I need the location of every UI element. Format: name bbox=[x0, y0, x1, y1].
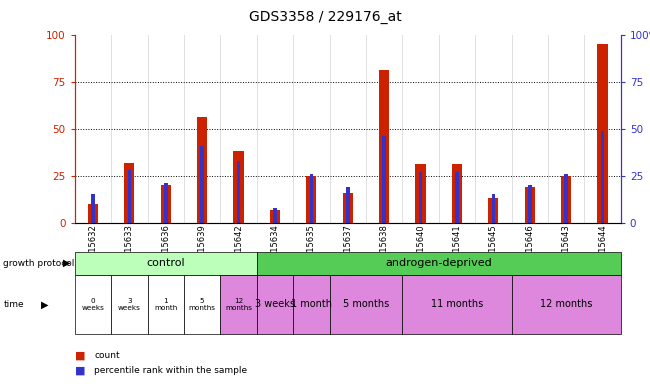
Text: 0
weeks: 0 weeks bbox=[81, 298, 105, 311]
Text: ▶: ▶ bbox=[41, 299, 49, 310]
Text: 12
months: 12 months bbox=[225, 298, 252, 311]
Bar bbox=[309, 174, 313, 223]
Bar bbox=[270, 210, 280, 223]
Bar bbox=[379, 70, 389, 223]
Bar bbox=[124, 162, 135, 223]
Text: 5
months: 5 months bbox=[188, 298, 216, 311]
Bar bbox=[561, 176, 571, 223]
Bar bbox=[127, 170, 131, 223]
Bar bbox=[273, 208, 277, 223]
Text: androgen-deprived: androgen-deprived bbox=[385, 258, 492, 268]
Bar bbox=[601, 131, 604, 223]
Bar bbox=[306, 176, 317, 223]
Text: 1
month: 1 month bbox=[154, 298, 177, 311]
Bar bbox=[455, 172, 459, 223]
Text: time: time bbox=[3, 300, 24, 309]
Bar bbox=[233, 151, 244, 223]
Text: ■: ■ bbox=[75, 366, 85, 376]
Bar bbox=[415, 164, 426, 223]
Bar bbox=[88, 204, 98, 223]
Bar bbox=[528, 185, 532, 223]
Bar bbox=[525, 187, 535, 223]
Bar bbox=[452, 164, 462, 223]
Bar bbox=[197, 118, 207, 223]
Bar bbox=[200, 146, 204, 223]
Bar bbox=[161, 185, 171, 223]
Text: 3
weeks: 3 weeks bbox=[118, 298, 141, 311]
Bar bbox=[491, 195, 495, 223]
Text: 3 weeks: 3 weeks bbox=[255, 299, 295, 310]
Text: ▶: ▶ bbox=[62, 258, 70, 268]
Bar bbox=[343, 193, 353, 223]
Bar bbox=[237, 161, 240, 223]
Text: ■: ■ bbox=[75, 350, 85, 360]
Bar bbox=[597, 44, 608, 223]
Text: 11 months: 11 months bbox=[431, 299, 483, 310]
Bar bbox=[564, 174, 568, 223]
Bar bbox=[164, 183, 168, 223]
Bar bbox=[91, 195, 95, 223]
Text: 12 months: 12 months bbox=[540, 299, 592, 310]
Bar bbox=[488, 198, 499, 223]
Text: 5 months: 5 months bbox=[343, 299, 389, 310]
Text: growth protocol: growth protocol bbox=[3, 258, 75, 268]
Text: count: count bbox=[94, 351, 120, 360]
Bar bbox=[382, 136, 386, 223]
Text: percentile rank within the sample: percentile rank within the sample bbox=[94, 366, 248, 375]
Bar bbox=[419, 172, 422, 223]
Bar bbox=[346, 187, 350, 223]
Text: control: control bbox=[146, 258, 185, 268]
Text: 1 month: 1 month bbox=[291, 299, 332, 310]
Text: GDS3358 / 229176_at: GDS3358 / 229176_at bbox=[248, 10, 402, 23]
